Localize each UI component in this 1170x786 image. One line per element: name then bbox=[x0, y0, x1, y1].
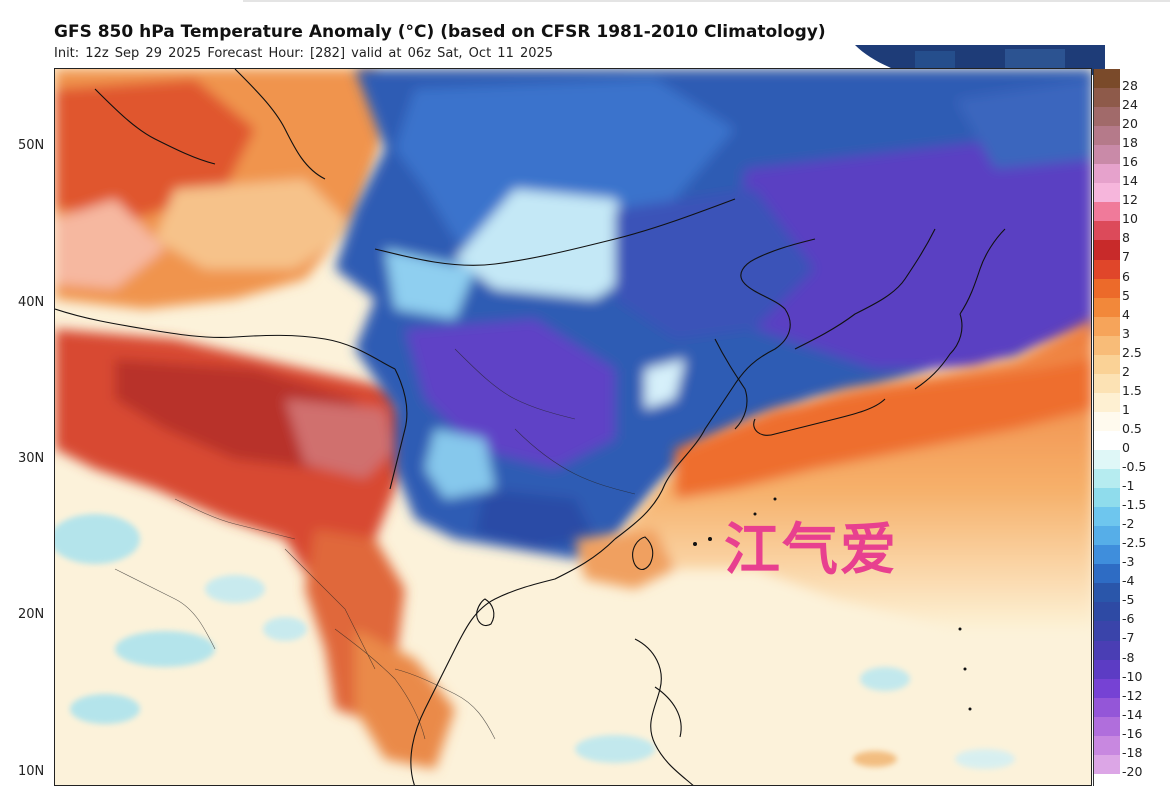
colorbar-cell bbox=[1094, 469, 1120, 489]
colorbar-tick-label: -4 bbox=[1122, 573, 1135, 589]
lat-label-40n: 40N bbox=[18, 295, 45, 310]
colorbar-cell bbox=[1094, 202, 1120, 222]
colorbar-tick-label: 28 bbox=[1122, 78, 1138, 93]
lat-label-30n: 30N bbox=[18, 451, 45, 466]
colorbar-cell bbox=[1094, 278, 1120, 299]
colorbar-cell bbox=[1094, 545, 1120, 565]
colorbar-cell bbox=[1094, 88, 1120, 108]
colorbar-tick-label: 20 bbox=[1122, 116, 1138, 132]
colorbar-tick-label: 7 bbox=[1122, 249, 1130, 265]
colorbar-tick-label: -14 bbox=[1122, 706, 1143, 722]
colorbar-cell bbox=[1094, 640, 1120, 661]
colorbar-cell bbox=[1094, 69, 1120, 89]
colorbar-cell bbox=[1094, 526, 1120, 546]
colorbar-cell bbox=[1094, 107, 1120, 127]
colorbar-cell bbox=[1094, 678, 1120, 699]
colorbar-cell bbox=[1094, 583, 1120, 603]
colorbar-tick-label: 8 bbox=[1122, 230, 1130, 246]
lat-label-10n: 10N bbox=[18, 764, 45, 779]
colorbar-tick-label: -8 bbox=[1122, 649, 1135, 665]
colorbar-tick-label: -1 bbox=[1122, 478, 1135, 494]
colorbar-cell bbox=[1094, 564, 1120, 584]
colorbar-tick-label: -2 bbox=[1122, 516, 1135, 532]
colorbar-tick-label: 24 bbox=[1122, 97, 1138, 113]
lat-label-20n: 20N bbox=[18, 607, 45, 622]
colorbar-tick-label: -7 bbox=[1122, 630, 1135, 646]
watermark-text: 江气爱 bbox=[724, 518, 898, 583]
colorbar-tick-label: 1.5 bbox=[1122, 382, 1142, 398]
colorbar-tick-label: -20 bbox=[1122, 763, 1143, 779]
colorbar-cell bbox=[1094, 735, 1120, 756]
map-title: GFS 850 hPa Temperature Anomaly (°C) (ba… bbox=[54, 22, 826, 42]
colorbar-tick-label: -12 bbox=[1122, 687, 1143, 703]
colorbar-cell bbox=[1094, 297, 1120, 318]
colorbar-tick-label: 6 bbox=[1122, 268, 1130, 284]
colorbar-cell bbox=[1094, 450, 1120, 470]
colorbar-cell bbox=[1094, 602, 1120, 622]
colorbar-tick-label: 18 bbox=[1122, 135, 1138, 151]
colorbar-cell bbox=[1094, 697, 1120, 718]
colorbar-tick-label: -10 bbox=[1122, 668, 1143, 684]
colorbar-tick-label: 4 bbox=[1122, 306, 1130, 322]
colorbar-cell bbox=[1094, 430, 1120, 451]
colorbar-tick-label: -0.5 bbox=[1122, 459, 1147, 474]
temperature-anomaly-map bbox=[54, 68, 1092, 786]
colorbar-cell bbox=[1094, 754, 1120, 775]
colorbar-tick-label: 2 bbox=[1122, 363, 1130, 379]
colorbar-tick-label: -5 bbox=[1122, 592, 1135, 608]
colorbar-cell bbox=[1094, 183, 1120, 203]
top-divider-line bbox=[243, 0, 1170, 2]
colorbar-tick-label: -2.5 bbox=[1122, 535, 1147, 551]
colorbar-tick-label: 2.5 bbox=[1122, 344, 1142, 360]
colorbar-cell bbox=[1094, 411, 1120, 432]
colorbar-cell bbox=[1094, 126, 1120, 146]
colorbar-tick-label: 0.5 bbox=[1122, 420, 1142, 436]
colorbar-cell bbox=[1094, 488, 1120, 508]
colorbar-cell bbox=[1094, 507, 1120, 527]
colorbar-tick-label: 10 bbox=[1122, 211, 1138, 227]
map-subtitle: Init: 12z Sep 29 2025 Forecast Hour: [28… bbox=[54, 46, 554, 61]
colorbar-cell bbox=[1094, 164, 1120, 184]
colorbar-tick-label: 1 bbox=[1122, 401, 1130, 417]
colorbar bbox=[1093, 69, 1120, 786]
colorbar-tick-label: -18 bbox=[1122, 744, 1143, 760]
colorbar-cell bbox=[1094, 335, 1120, 356]
colorbar-cell bbox=[1094, 145, 1120, 165]
colorbar-tick-label: 3 bbox=[1122, 325, 1130, 341]
lat-label-50n: 50N bbox=[18, 138, 45, 153]
colorbar-cell bbox=[1094, 354, 1120, 375]
colorbar-tick-label: 0 bbox=[1122, 439, 1130, 455]
colorbar-tick-label: -1.5 bbox=[1122, 497, 1147, 513]
colorbar-tick-label: 5 bbox=[1122, 287, 1130, 303]
colorbar-cell bbox=[1094, 659, 1120, 680]
colorbar-cell bbox=[1094, 392, 1120, 413]
colorbar-cell bbox=[1094, 621, 1120, 641]
colorbar-cell bbox=[1094, 316, 1120, 337]
anomaly-field bbox=[55, 69, 1091, 785]
colorbar-cell bbox=[1094, 259, 1120, 280]
colorbar-tick-label: 16 bbox=[1122, 154, 1138, 170]
colorbar-tick-label: -16 bbox=[1122, 725, 1143, 741]
colorbar-cell bbox=[1094, 373, 1120, 394]
colorbar-cell bbox=[1094, 716, 1120, 737]
colorbar-tick-label: 14 bbox=[1122, 173, 1138, 189]
colorbar-tick-label: 12 bbox=[1122, 192, 1138, 208]
colorbar-tick-label: -3 bbox=[1122, 554, 1135, 570]
colorbar-cell bbox=[1094, 221, 1120, 241]
colorbar-cell bbox=[1094, 240, 1120, 260]
colorbar-tick-label: -6 bbox=[1122, 611, 1135, 627]
